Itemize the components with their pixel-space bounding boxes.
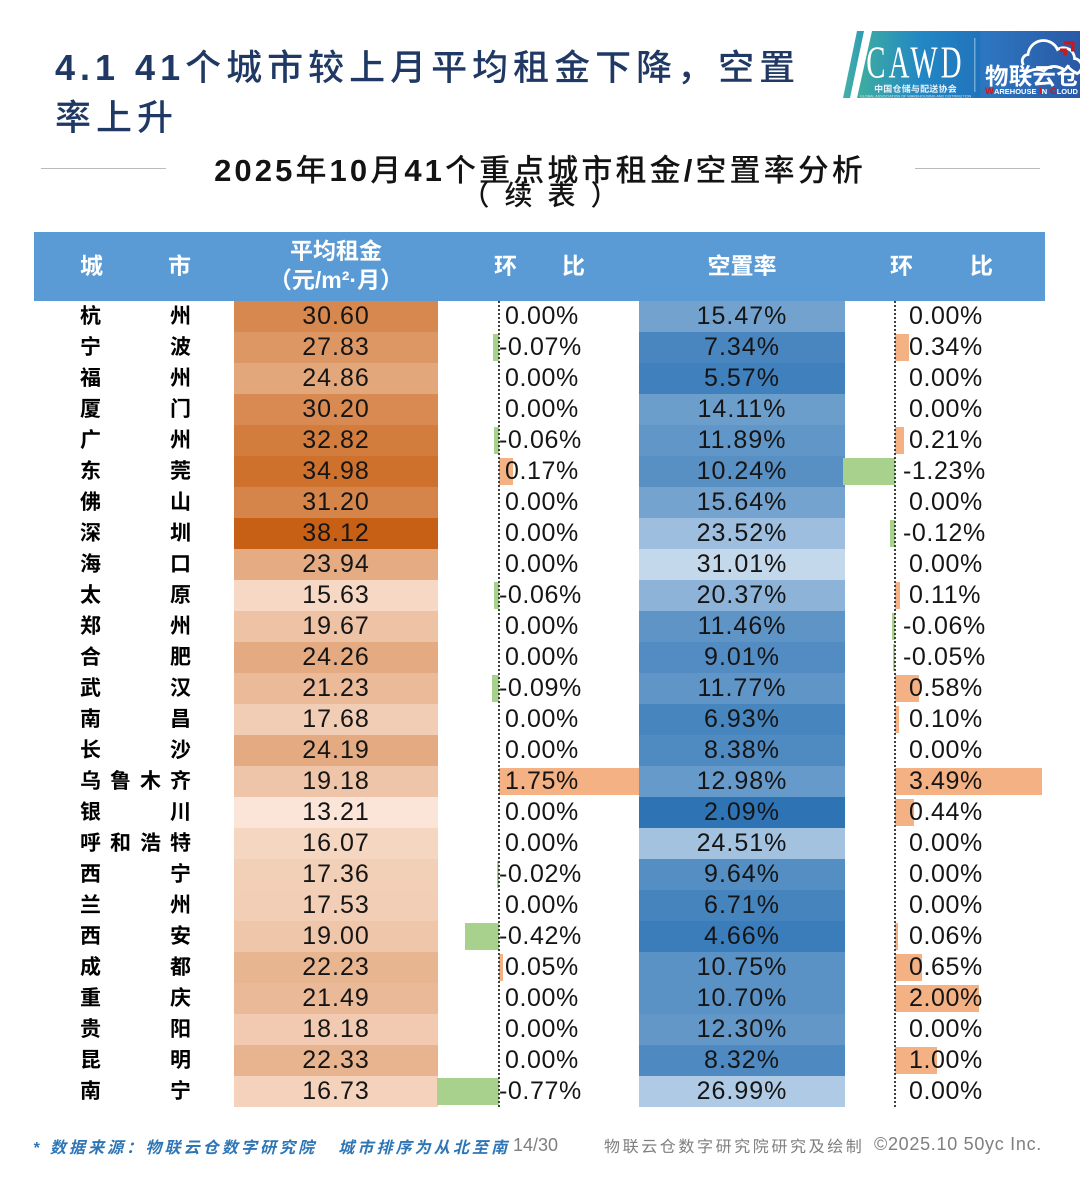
svg-text:WAREHOUSE IN CLOUD: WAREHOUSE IN CLOUD xyxy=(985,86,1079,97)
svg-text:GLOBAL ASSOCIATION OF WAREHOUS: GLOBAL ASSOCIATION OF WAREHOUSING AND DI… xyxy=(860,95,972,99)
svg-text:CAWD: CAWD xyxy=(866,38,964,88)
svg-text:中国仓储与配送协会: 中国仓储与配送协会 xyxy=(874,82,957,95)
svg-text:物联云仓: 物联云仓 xyxy=(985,58,1080,92)
